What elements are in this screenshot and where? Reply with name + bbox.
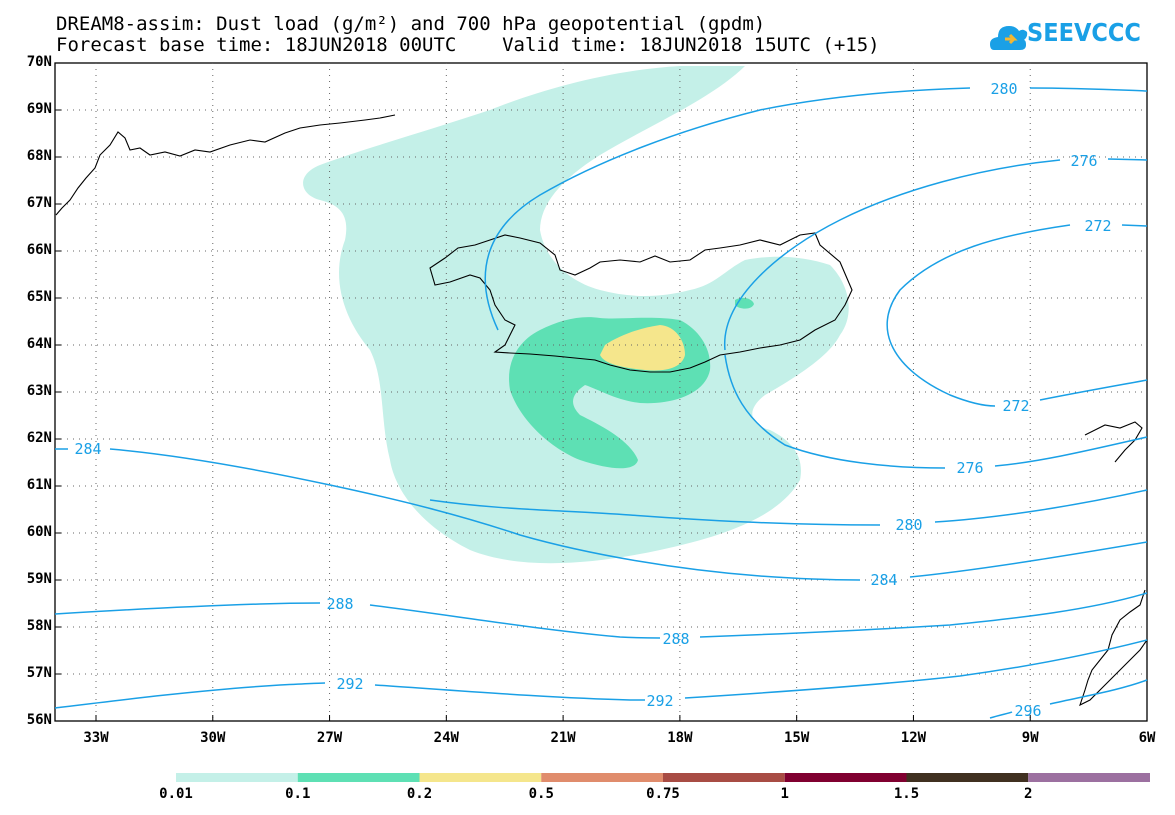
colorbar-swatch — [1028, 773, 1150, 782]
colorbar-label: 0.01 — [159, 786, 193, 802]
coastlines — [55, 114, 1148, 707]
greenland-coast — [55, 114, 396, 216]
contour-276-south — [724, 354, 1148, 469]
contour-label: 296 — [1014, 702, 1041, 720]
colorbar-label: 0.2 — [406, 786, 433, 802]
latitude-label: 62N — [26, 430, 52, 446]
longitude-label: 33W — [83, 730, 109, 746]
contour-label: 292 — [336, 675, 363, 693]
longitude-label: 21W — [550, 730, 576, 746]
faroe-coast — [1084, 421, 1143, 463]
dust-load-shading — [303, 66, 849, 564]
chart-subtitle: Forecast base time: 18JUN2018 00UTC Vali… — [56, 34, 880, 56]
latitude-label: 61N — [26, 477, 52, 493]
colorbar-swatch — [176, 773, 298, 782]
contour-label: 292 — [646, 692, 673, 710]
longitude-label: 15W — [784, 730, 810, 746]
contour-label: 276 — [956, 459, 983, 477]
latitude-label: 69N — [26, 101, 52, 117]
longitude-label: 24W — [433, 730, 459, 746]
contour-284 — [109, 448, 1148, 581]
contour-280-north — [484, 87, 1148, 331]
iceland-coast — [429, 232, 853, 373]
colorbar-swatch — [784, 773, 907, 782]
contour-280-south — [429, 489, 1148, 526]
colorbar-swatch — [541, 773, 663, 782]
latitude-label: 70N — [26, 54, 52, 70]
longitude-label: 9W — [1021, 730, 1039, 746]
latitude-label: 67N — [26, 195, 52, 211]
colorbar-label: 0.5 — [528, 786, 554, 802]
contour-label: 272 — [1002, 397, 1029, 415]
contour-288 — [54, 592, 1148, 639]
latitude-label: 59N — [26, 571, 52, 587]
longitude-label: 30W — [200, 730, 226, 746]
latitude-label: 60N — [26, 524, 52, 540]
contour-label: 280 — [990, 80, 1017, 98]
latitude-label: 64N — [26, 336, 52, 352]
cloud-logo-icon — [990, 26, 1028, 50]
contour-label: 284 — [74, 440, 101, 458]
longitude-label: 6W — [1138, 730, 1156, 746]
colorbar-swatch — [906, 773, 1029, 782]
contour-label: 288 — [662, 630, 689, 648]
graticule — [55, 62, 1148, 722]
geopotential-contours — [54, 87, 1148, 719]
longitude-label: 18W — [667, 730, 693, 746]
dust-level-0-01 — [303, 66, 849, 564]
contour-276-east — [724, 158, 1148, 351]
colorbar-swatch — [419, 773, 542, 782]
latitude-label: 58N — [26, 618, 52, 634]
contour-296 — [989, 679, 1148, 719]
dust-level-0-2 — [600, 325, 685, 371]
colorbar-label: 1 — [780, 786, 789, 802]
colorbar — [176, 773, 1150, 782]
contour-272-inner — [886, 224, 1148, 407]
scotland-coast — [1079, 589, 1148, 707]
contour-label: 276 — [1070, 152, 1097, 170]
colorbar-label: 1.5 — [893, 786, 920, 802]
colorbar-swatch — [297, 773, 420, 782]
latitude-label: 65N — [26, 289, 52, 305]
colorbar-label: 0.75 — [646, 786, 680, 802]
chart-title: DREAM8-assim: Dust load (g/m²) and 700 h… — [56, 13, 766, 35]
latitude-label: 56N — [26, 712, 52, 728]
colorbar-label: 0.1 — [285, 786, 311, 802]
latitude-label: 57N — [26, 665, 52, 681]
colorbar-swatch — [663, 773, 785, 782]
contour-label: 272 — [1084, 217, 1111, 235]
longitude-label: 12W — [900, 730, 927, 746]
latitude-label: 68N — [26, 148, 52, 164]
contour-292 — [54, 639, 1148, 709]
contour-label: 280 — [895, 516, 922, 534]
logo-text: SEEVCCC — [1027, 18, 1141, 47]
longitude-label: 27W — [316, 730, 343, 746]
contour-272-ne — [1121, 224, 1148, 227]
colorbar-label: 2 — [1024, 786, 1033, 802]
contour-label: 288 — [326, 595, 353, 613]
contour-labels: 280 276 272 272 276 280 284 284 288 288 … — [74, 80, 1111, 720]
latitude-label: 63N — [26, 383, 52, 399]
latitude-label: 66N — [26, 242, 52, 258]
contour-label: 284 — [870, 571, 897, 589]
